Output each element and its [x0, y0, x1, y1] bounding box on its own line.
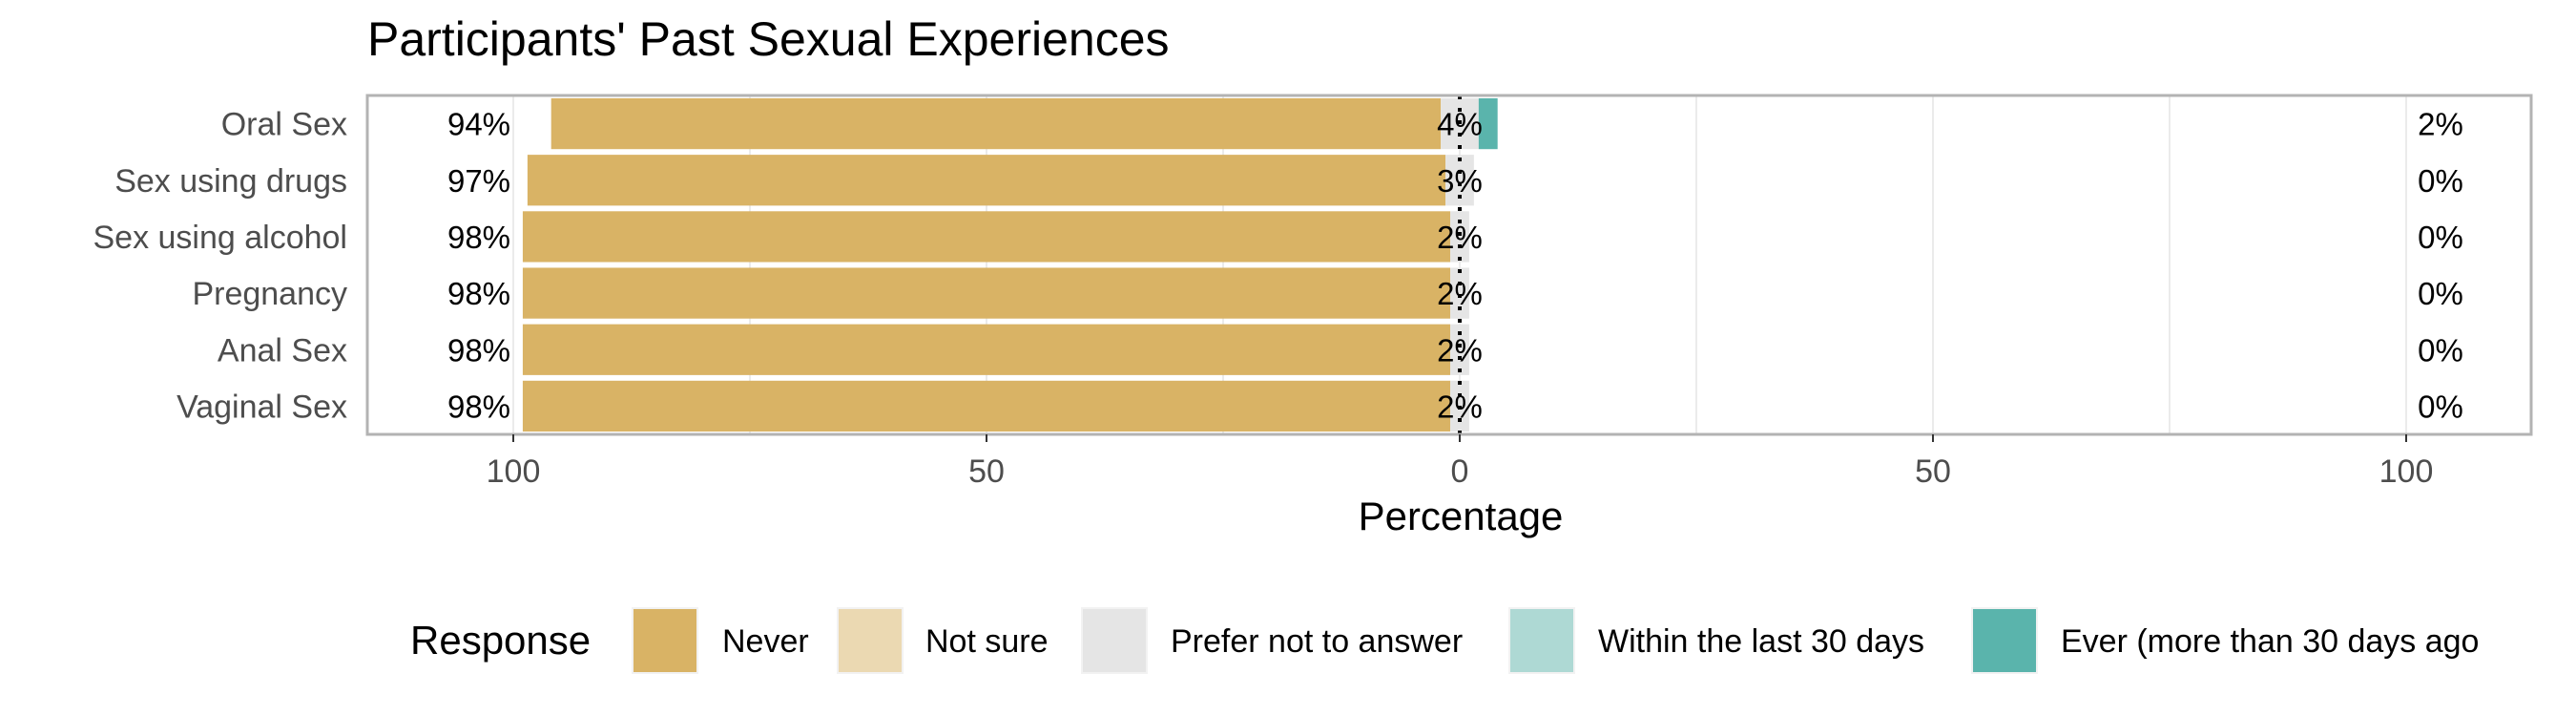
bar-prefer-not-to-answer	[1450, 211, 1469, 263]
center-percent-label: 2%	[1437, 276, 1483, 311]
category-label: Oral Sex	[221, 107, 347, 143]
right-percent-label: 0%	[2418, 220, 2463, 255]
bar-never	[522, 211, 1451, 263]
right-percent-label: 0%	[2418, 389, 2463, 424]
legend-key	[1971, 607, 2038, 674]
bar-ever-more-than-30-days-ago	[1478, 97, 1498, 150]
legend-key	[1508, 607, 1575, 674]
legend-key	[1081, 607, 1148, 674]
legend-label: Not sure	[925, 623, 1049, 660]
grid-lines	[512, 95, 2407, 434]
legend-label: Prefer not to answer	[1171, 623, 1463, 660]
left-percent-label: 98%	[447, 389, 510, 424]
center-percent-label: 2%	[1437, 332, 1483, 368]
legend-key	[837, 607, 904, 674]
right-percent-label: 0%	[2418, 276, 2463, 311]
category-labels: Oral Sex Sex using drugs Sex using alcohol…	[93, 107, 347, 426]
center-percent-label: 4%	[1437, 107, 1483, 142]
bar-prefer-not-to-answer	[1450, 324, 1469, 375]
center-percent-label: 2%	[1437, 220, 1483, 255]
category-label: Vaginal Sex	[177, 389, 347, 425]
legend-label: Within the last 30 days	[1598, 623, 1924, 660]
x-tick-label: 0	[1451, 453, 1469, 490]
category-label: Sex using alcohol	[93, 220, 347, 256]
bar-never	[522, 324, 1451, 375]
legend: Response Never Not sure Prefer not to answe…	[410, 607, 2479, 674]
bar-never	[551, 97, 1442, 150]
data-labels: 94% 4% 2% 97% 3% 0% 98% 2% 0% 98% 2% 0% 98% 2% 0% 98% 2%…	[447, 107, 2463, 425]
category-label: Pregnancy	[192, 276, 347, 312]
bar-never	[522, 267, 1451, 319]
x-tick-label: 100	[487, 453, 541, 490]
center-percent-label: 3%	[1437, 163, 1483, 199]
category-label: Sex using drugs	[114, 163, 347, 200]
panel-border	[365, 94, 2533, 436]
legend-label: Never	[722, 623, 809, 660]
x-axis-ticks: 100 50 0 50 100	[487, 434, 2434, 490]
right-percent-label: 2%	[2418, 107, 2463, 142]
left-percent-label: 98%	[447, 276, 510, 311]
right-percent-label: 0%	[2418, 332, 2463, 368]
x-axis-title: Percentage	[1359, 494, 1564, 538]
left-percent-label: 98%	[447, 220, 510, 255]
bar-never	[527, 155, 1446, 206]
bars	[522, 97, 1498, 432]
x-tick-label: 50	[1915, 453, 1951, 490]
category-label: Anal Sex	[218, 332, 347, 369]
bar-never	[522, 380, 1451, 432]
x-tick-label: 100	[2379, 453, 2434, 490]
legend-label: Ever (more than 30 days ago	[2061, 623, 2479, 660]
left-percent-label: 97%	[447, 163, 510, 199]
center-percent-label: 2%	[1437, 389, 1483, 424]
legend-key	[632, 607, 698, 674]
legend-title: Response	[410, 618, 591, 663]
bar-prefer-not-to-answer	[1450, 267, 1469, 319]
left-percent-label: 94%	[447, 107, 510, 142]
right-percent-label: 0%	[2418, 163, 2463, 199]
chart-title: Participants' Past Sexual Experiences	[367, 12, 1170, 66]
left-percent-label: 98%	[447, 332, 510, 368]
x-tick-label: 50	[968, 453, 1005, 490]
